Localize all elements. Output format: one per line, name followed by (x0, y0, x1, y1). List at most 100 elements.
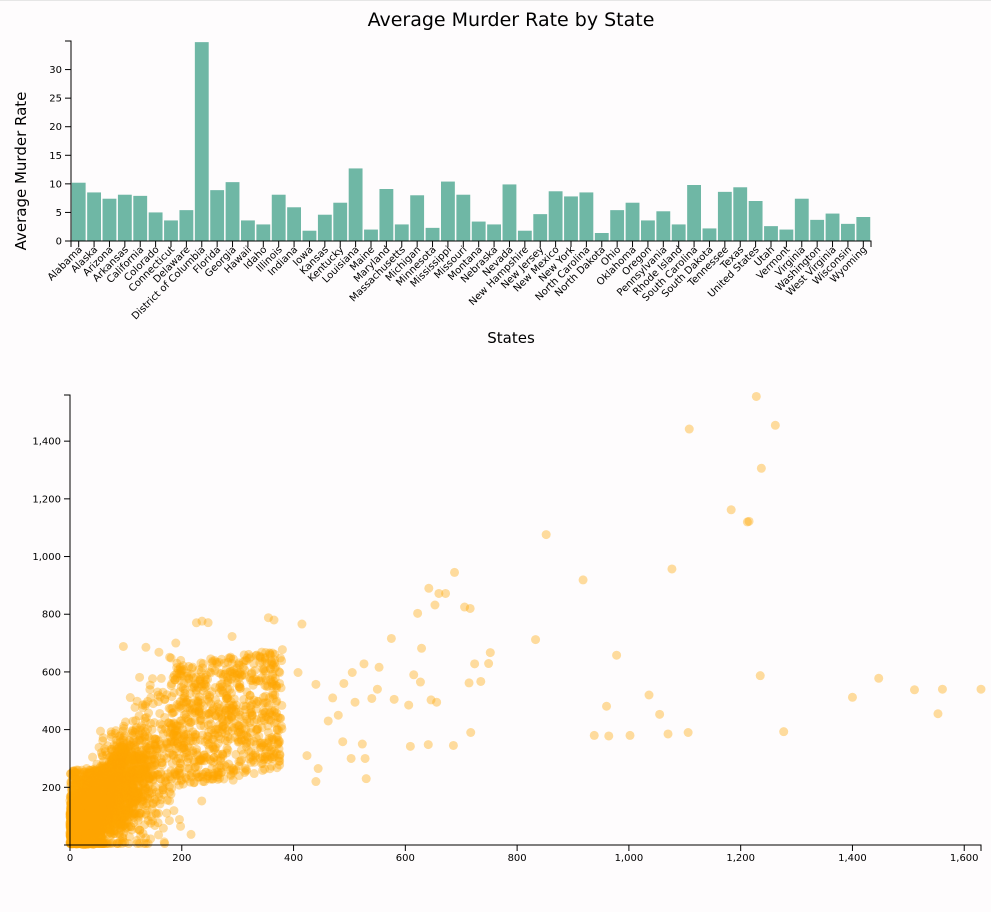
scatter-point (105, 778, 115, 788)
scatter-point (115, 755, 125, 765)
scatter-point (90, 772, 100, 782)
scatter-point (111, 801, 121, 811)
scatter-point (71, 812, 81, 822)
scatter-point (109, 740, 119, 750)
scatter-point (94, 742, 104, 752)
scatter-point (667, 564, 677, 574)
bar (733, 187, 748, 241)
scatter-point (124, 832, 134, 842)
bar (687, 185, 701, 241)
scatter-point (155, 708, 165, 718)
scatter-point (81, 803, 91, 813)
scatter-point (98, 788, 108, 798)
scatter-point (163, 743, 173, 753)
scatter-point (76, 809, 86, 819)
scatter-point (122, 798, 132, 808)
scatter-point (76, 801, 86, 811)
scatter-point (178, 779, 188, 789)
scatter-point (726, 505, 736, 515)
scatter-point (89, 784, 99, 794)
scatter-point (79, 813, 89, 823)
scatter-point (69, 823, 79, 833)
scatter-point (105, 827, 115, 837)
scatter-point (97, 788, 107, 798)
scatter-point (93, 795, 103, 805)
scatter-point (110, 774, 120, 784)
scatter-point (81, 790, 91, 800)
scatter-point (95, 786, 105, 796)
scatter-point (128, 716, 138, 726)
scatter-point (124, 784, 134, 794)
scatter-point (112, 808, 122, 818)
scatter-point (150, 782, 160, 792)
scatter-point (152, 809, 162, 819)
scatter-point (66, 839, 76, 849)
scatter-point (117, 750, 127, 760)
scatter-point (74, 806, 84, 816)
scatter-point (88, 807, 98, 817)
y-tick-label: 25 (49, 94, 62, 105)
scatter-point (84, 814, 94, 824)
bar (164, 220, 178, 241)
bar (825, 213, 840, 241)
bar (87, 192, 101, 241)
bar (502, 184, 517, 241)
scatter-point (257, 647, 267, 657)
scatter-point (129, 735, 139, 745)
scatter-point (82, 798, 92, 808)
scatter-point (85, 789, 95, 799)
y-tick: 5 (56, 208, 71, 219)
scatter-point (174, 814, 184, 824)
scatter-point (160, 839, 170, 849)
scatter-point (158, 785, 168, 795)
scatter-point (81, 812, 91, 822)
scatter-point (217, 749, 227, 759)
scatter-point (476, 676, 486, 686)
scatter-point (79, 775, 89, 785)
scatter-point (76, 821, 86, 831)
scatter-point (84, 802, 94, 812)
scatter-point (135, 729, 145, 739)
scatter-point (271, 711, 281, 721)
scatter-point (119, 751, 129, 761)
scatter-point (79, 799, 89, 809)
scatter-point (84, 814, 94, 824)
scatter-point (71, 817, 81, 827)
scatter-point (66, 821, 76, 831)
scatter-point (69, 812, 79, 822)
y-tick-label: 5 (56, 208, 62, 219)
scatter-point (76, 810, 86, 820)
scatter-point (76, 825, 86, 835)
scatter-point (89, 822, 99, 832)
scatter-point (91, 812, 101, 822)
scatter-point (70, 829, 80, 839)
scatter-point (73, 816, 83, 826)
scatter-point (94, 769, 104, 779)
scatter-point (158, 781, 168, 791)
scatter-point (162, 808, 172, 818)
scatter-point (151, 796, 161, 806)
scatter-point (81, 828, 91, 838)
scatter-point (72, 822, 82, 832)
scatter-point (211, 695, 221, 705)
scatter-point (121, 747, 131, 757)
scatter-point (76, 787, 86, 797)
scatter-point (71, 801, 81, 811)
scatter-point (73, 829, 83, 839)
scatter-point (102, 819, 112, 829)
scatter-point (199, 777, 209, 787)
scatter-point (67, 805, 77, 815)
scatter-point (604, 731, 614, 741)
scatter-point (89, 784, 99, 794)
scatter-point (75, 823, 85, 833)
scatter-point (129, 799, 139, 809)
scatter-point (92, 805, 102, 815)
scatter-x-tick-label: 1,000 (615, 853, 644, 864)
bar (71, 182, 86, 241)
scatter-point (333, 710, 343, 720)
scatter-point (103, 793, 113, 803)
scatter-point (360, 753, 370, 763)
scatter-point (95, 802, 105, 812)
scatter-point (93, 807, 103, 817)
scatter-point (72, 838, 82, 848)
